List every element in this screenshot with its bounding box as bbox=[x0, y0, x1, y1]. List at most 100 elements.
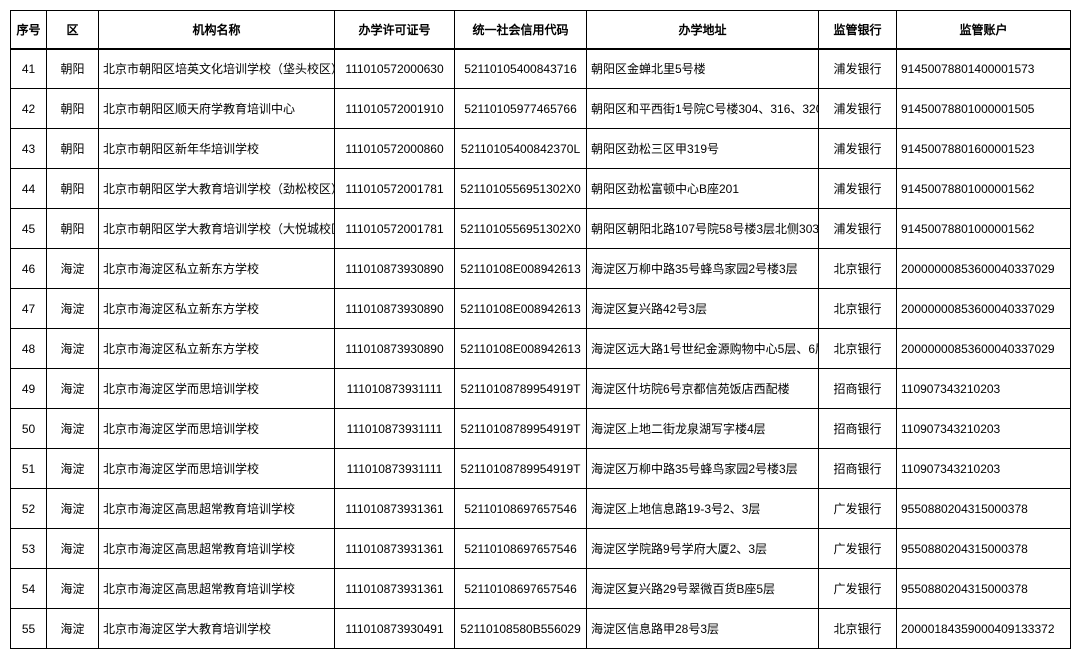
cell-bank: 广发银行 bbox=[819, 529, 897, 569]
cell-org_name: 北京市海淀区学而思培训学校 bbox=[99, 369, 335, 409]
cell-license: 111010873930890 bbox=[335, 329, 455, 369]
cell-org_name: 北京市海淀区私立新东方学校 bbox=[99, 249, 335, 289]
cell-bank: 浦发银行 bbox=[819, 129, 897, 169]
institution-table: 序号区机构名称办学许可证号统一社会信用代码办学地址监管银行监管账户 41朝阳北京… bbox=[10, 10, 1071, 649]
cell-credit: 52110108697657546 bbox=[455, 489, 587, 529]
cell-account: 91450078801000001505 bbox=[897, 89, 1071, 129]
cell-account: 20000184359000409133372 bbox=[897, 609, 1071, 649]
cell-district: 海淀 bbox=[47, 369, 99, 409]
table-row: 48海淀北京市海淀区私立新东方学校11101087393089052110108… bbox=[11, 329, 1071, 369]
cell-account: 20000000853600040337029 bbox=[897, 249, 1071, 289]
cell-bank: 北京银行 bbox=[819, 289, 897, 329]
header-address: 办学地址 bbox=[587, 11, 819, 49]
cell-address: 海淀区上地二街龙泉湖写字楼4层 bbox=[587, 409, 819, 449]
cell-license: 111010873931361 bbox=[335, 569, 455, 609]
cell-account: 91450078801600001523 bbox=[897, 129, 1071, 169]
table-row: 47海淀北京市海淀区私立新东方学校11101087393089052110108… bbox=[11, 289, 1071, 329]
cell-org_name: 北京市海淀区高思超常教育培训学校 bbox=[99, 529, 335, 569]
table-row: 50海淀北京市海淀区学而思培训学校11101087393111152110108… bbox=[11, 409, 1071, 449]
cell-account: 9550880204315000378 bbox=[897, 569, 1071, 609]
cell-account: 9550880204315000378 bbox=[897, 529, 1071, 569]
table-head: 序号区机构名称办学许可证号统一社会信用代码办学地址监管银行监管账户 bbox=[11, 11, 1071, 49]
cell-account: 110907343210203 bbox=[897, 449, 1071, 489]
cell-idx: 53 bbox=[11, 529, 47, 569]
cell-address: 朝阳区金蝉北里5号楼 bbox=[587, 49, 819, 89]
cell-address: 海淀区上地信息路19-3号2、3层 bbox=[587, 489, 819, 529]
cell-org_name: 北京市海淀区私立新东方学校 bbox=[99, 329, 335, 369]
cell-address: 朝阳区朝阳北路107号院58号楼3层北侧303室 bbox=[587, 209, 819, 249]
header-district: 区 bbox=[47, 11, 99, 49]
cell-bank: 北京银行 bbox=[819, 329, 897, 369]
cell-idx: 49 bbox=[11, 369, 47, 409]
table-row: 46海淀北京市海淀区私立新东方学校11101087393089052110108… bbox=[11, 249, 1071, 289]
cell-address: 海淀区万柳中路35号蜂鸟家园2号楼3层 bbox=[587, 449, 819, 489]
cell-credit: 52110108789954919T bbox=[455, 449, 587, 489]
cell-district: 海淀 bbox=[47, 489, 99, 529]
cell-address: 海淀区什坊院6号京都信苑饭店西配楼 bbox=[587, 369, 819, 409]
header-account: 监管账户 bbox=[897, 11, 1071, 49]
cell-credit: 5211010556951302X0 bbox=[455, 169, 587, 209]
cell-bank: 广发银行 bbox=[819, 489, 897, 529]
cell-license: 111010873931361 bbox=[335, 489, 455, 529]
cell-idx: 50 bbox=[11, 409, 47, 449]
cell-district: 海淀 bbox=[47, 569, 99, 609]
cell-license: 111010873931111 bbox=[335, 369, 455, 409]
cell-license: 111010572001781 bbox=[335, 169, 455, 209]
cell-address: 海淀区复兴路29号翠微百货B座5层 bbox=[587, 569, 819, 609]
cell-bank: 浦发银行 bbox=[819, 49, 897, 89]
cell-credit: 52110108E008942613 bbox=[455, 289, 587, 329]
cell-credit: 52110108789954919T bbox=[455, 369, 587, 409]
cell-account: 9550880204315000378 bbox=[897, 489, 1071, 529]
header-license: 办学许可证号 bbox=[335, 11, 455, 49]
table-row: 44朝阳北京市朝阳区学大教育培训学校（劲松校区）1110105720017815… bbox=[11, 169, 1071, 209]
cell-org_name: 北京市朝阳区培英文化培训学校（垡头校区） bbox=[99, 49, 335, 89]
cell-account: 91450078801000001562 bbox=[897, 169, 1071, 209]
cell-org_name: 北京市海淀区学而思培训学校 bbox=[99, 449, 335, 489]
cell-address: 朝阳区劲松富顿中心B座201 bbox=[587, 169, 819, 209]
cell-district: 朝阳 bbox=[47, 89, 99, 129]
cell-idx: 46 bbox=[11, 249, 47, 289]
cell-address: 海淀区学院路9号学府大厦2、3层 bbox=[587, 529, 819, 569]
header-org_name: 机构名称 bbox=[99, 11, 335, 49]
cell-license: 111010572001910 bbox=[335, 89, 455, 129]
cell-district: 海淀 bbox=[47, 249, 99, 289]
cell-idx: 48 bbox=[11, 329, 47, 369]
cell-district: 朝阳 bbox=[47, 209, 99, 249]
cell-account: 91450078801000001562 bbox=[897, 209, 1071, 249]
cell-address: 海淀区远大路1号世纪金源购物中心5层、6层 bbox=[587, 329, 819, 369]
cell-bank: 广发银行 bbox=[819, 569, 897, 609]
cell-credit: 52110108E008942613 bbox=[455, 329, 587, 369]
cell-idx: 43 bbox=[11, 129, 47, 169]
table-row: 53海淀北京市海淀区高思超常教育培训学校11101087393136152110… bbox=[11, 529, 1071, 569]
cell-bank: 北京银行 bbox=[819, 249, 897, 289]
cell-district: 朝阳 bbox=[47, 129, 99, 169]
cell-credit: 5211010556951302X0 bbox=[455, 209, 587, 249]
cell-license: 111010873930890 bbox=[335, 249, 455, 289]
cell-license: 111010873931111 bbox=[335, 449, 455, 489]
cell-idx: 44 bbox=[11, 169, 47, 209]
cell-license: 111010873930890 bbox=[335, 289, 455, 329]
cell-license: 111010572001781 bbox=[335, 209, 455, 249]
cell-bank: 招商银行 bbox=[819, 409, 897, 449]
cell-bank: 浦发银行 bbox=[819, 169, 897, 209]
cell-idx: 52 bbox=[11, 489, 47, 529]
cell-org_name: 北京市海淀区高思超常教育培训学校 bbox=[99, 489, 335, 529]
table-row: 43朝阳北京市朝阳区新年华培训学校11101057200086052110105… bbox=[11, 129, 1071, 169]
cell-address: 海淀区万柳中路35号蜂鸟家园2号楼3层 bbox=[587, 249, 819, 289]
cell-idx: 54 bbox=[11, 569, 47, 609]
cell-account: 110907343210203 bbox=[897, 369, 1071, 409]
cell-idx: 51 bbox=[11, 449, 47, 489]
cell-idx: 55 bbox=[11, 609, 47, 649]
cell-org_name: 北京市海淀区学大教育培训学校 bbox=[99, 609, 335, 649]
cell-address: 海淀区复兴路42号3层 bbox=[587, 289, 819, 329]
cell-license: 111010572000860 bbox=[335, 129, 455, 169]
cell-org_name: 北京市海淀区高思超常教育培训学校 bbox=[99, 569, 335, 609]
cell-license: 111010873930491 bbox=[335, 609, 455, 649]
header-bank: 监管银行 bbox=[819, 11, 897, 49]
cell-idx: 42 bbox=[11, 89, 47, 129]
table-row: 54海淀北京市海淀区高思超常教育培训学校11101087393136152110… bbox=[11, 569, 1071, 609]
cell-org_name: 北京市朝阳区学大教育培训学校（大悦城校区） bbox=[99, 209, 335, 249]
cell-idx: 41 bbox=[11, 49, 47, 89]
table-row: 42朝阳北京市朝阳区顺天府学教育培训中心11101057200191052110… bbox=[11, 89, 1071, 129]
cell-idx: 47 bbox=[11, 289, 47, 329]
